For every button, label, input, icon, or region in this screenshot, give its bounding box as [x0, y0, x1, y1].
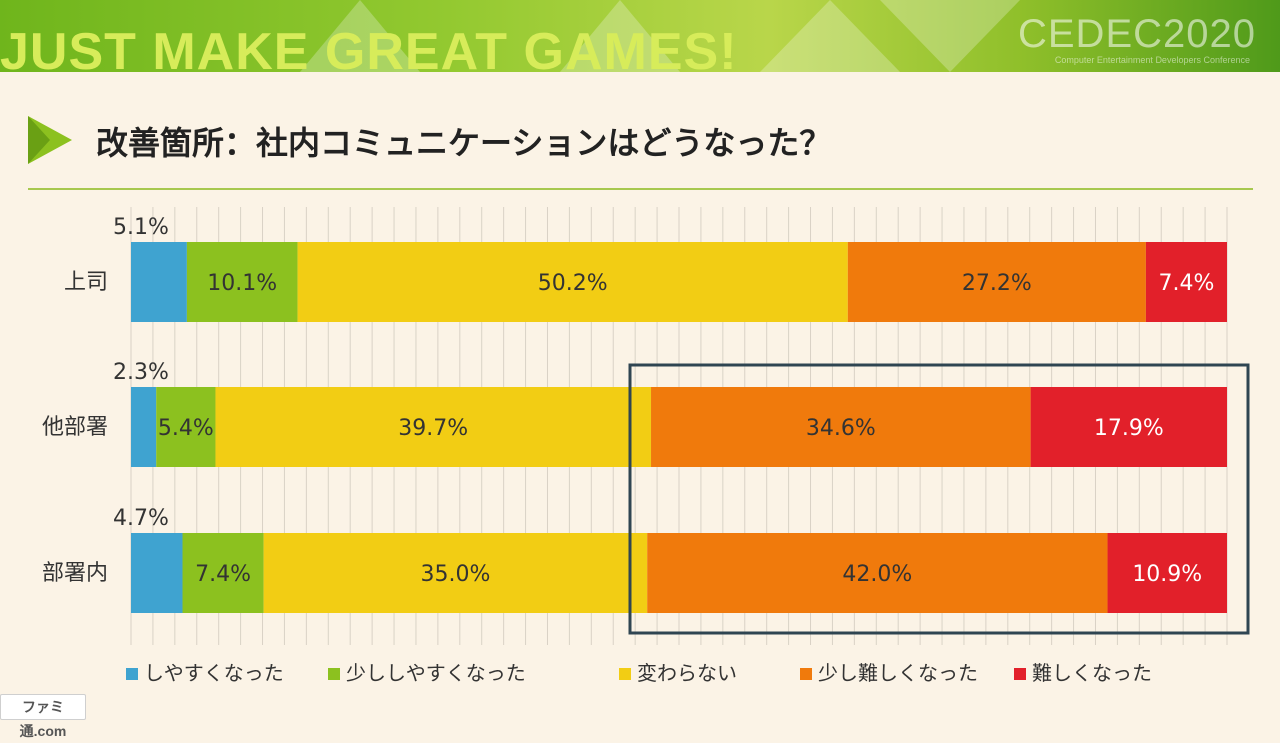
data-label: 7.4% — [195, 562, 251, 587]
data-label: 5.1% — [113, 215, 169, 240]
bar-segment — [131, 242, 187, 322]
legend-label: 変わらない — [637, 661, 737, 685]
data-label: 35.0% — [420, 562, 490, 587]
data-label: 4.7% — [113, 506, 169, 531]
data-label: 34.6% — [806, 416, 876, 441]
bar-segment — [1145, 242, 1227, 322]
bar-segment — [156, 387, 216, 467]
category-label: 他部署 — [42, 415, 108, 440]
bar-segment — [297, 242, 848, 322]
category-label: 部署内 — [42, 561, 108, 586]
data-label: 5.4% — [158, 416, 214, 441]
bar-segment — [182, 533, 264, 613]
header-banner: JUST MAKE GREAT GAMES! CEDEC2020 Compute… — [0, 0, 1280, 72]
legend-swatch — [800, 668, 812, 680]
data-label: 10.1% — [207, 271, 277, 296]
legend-swatch — [1014, 668, 1026, 680]
category-label: 上司 — [64, 270, 108, 295]
legend-swatch — [328, 668, 340, 680]
legend-label: 少し難しくなった — [818, 661, 978, 685]
title-divider — [28, 188, 1253, 190]
data-label: 42.0% — [842, 562, 912, 587]
data-label: 39.7% — [398, 416, 468, 441]
slide-title: 改善箇所：社内コミュニケーションはどうなった？ — [96, 124, 832, 162]
chart-container: 上司 5.1% 10.1% 50.2% 27.2% 7.4% 他部署 2.3% 5.4% 39.7… — [0, 195, 1280, 720]
play-arrow-icon — [28, 116, 72, 164]
bar-segment — [651, 387, 1031, 467]
data-label: 17.9% — [1094, 416, 1164, 441]
bar-segment — [847, 242, 1146, 322]
stacked-bar-chart: 上司 5.1% 10.1% 50.2% 27.2% 7.4% 他部署 2.3% 5.4% 39.7… — [42, 207, 1250, 685]
bar-segment — [215, 387, 652, 467]
data-label: 10.9% — [1132, 562, 1202, 587]
data-label: 50.2% — [538, 271, 608, 296]
legend-swatch — [619, 668, 631, 680]
data-label: 2.3% — [113, 360, 169, 385]
bar-segment — [263, 533, 648, 613]
legend-label: 難しくなった — [1032, 661, 1152, 685]
bar-segment — [186, 242, 298, 322]
cedec-logo: CEDEC2020 — [1017, 12, 1256, 56]
bar-segment — [131, 533, 183, 613]
slide-title-row: 改善箇所：社内コミュニケーションはどうなった？ — [26, 114, 1266, 166]
data-label: 27.2% — [962, 271, 1032, 296]
legend-label: しやすくなった — [144, 661, 284, 685]
bar-segment — [1030, 387, 1227, 467]
banner-slogan: JUST MAKE GREAT GAMES! — [0, 23, 738, 72]
cedec-logo-subtitle: Computer Entertainment Developers Confer… — [1054, 55, 1250, 65]
data-label: 7.4% — [1158, 271, 1214, 296]
banner-decoration — [300, 0, 1020, 72]
legend-label: 少ししやすくなった — [346, 661, 526, 685]
highlight-box — [628, 363, 1250, 635]
legend-swatch — [126, 668, 138, 680]
bar-segment — [647, 533, 1108, 613]
famitsu-logo: ファミ通.com — [0, 694, 86, 739]
bar-segment — [131, 387, 157, 467]
bar-segment — [1107, 533, 1227, 613]
